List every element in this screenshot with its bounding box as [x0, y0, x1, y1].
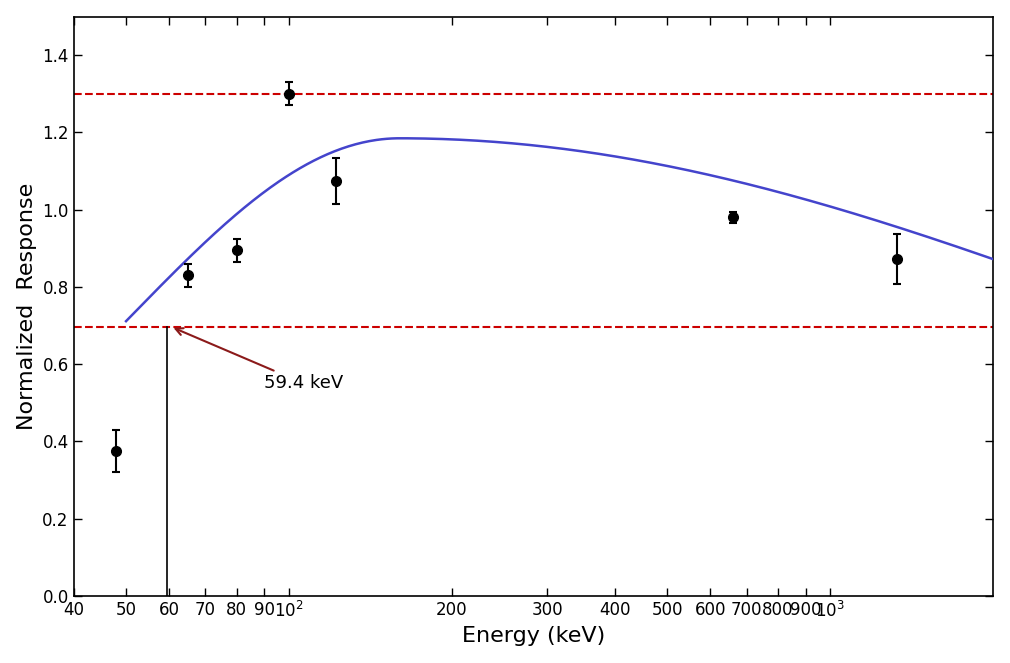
- Text: 59.4 keV: 59.4 keV: [176, 328, 343, 392]
- Y-axis label: Normalized  Response: Normalized Response: [17, 182, 36, 430]
- X-axis label: Energy (keV): Energy (keV): [462, 627, 605, 646]
